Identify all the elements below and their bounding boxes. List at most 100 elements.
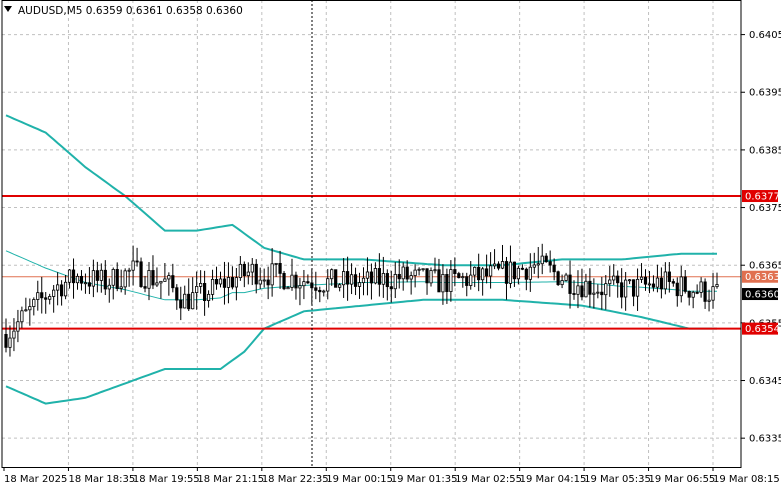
candle-body — [314, 287, 318, 291]
candle-body — [44, 297, 48, 300]
candle-body — [643, 276, 648, 285]
candle-body — [548, 261, 552, 266]
candle-body — [485, 268, 489, 277]
candle-body — [488, 265, 493, 277]
price-tick-label: 0.6395 — [749, 88, 781, 99]
candle-body — [421, 268, 425, 271]
candle-body — [512, 261, 517, 280]
time-tick-label: 18 Mar 19:55 — [133, 474, 200, 485]
candle-body — [635, 278, 640, 297]
candle-body — [103, 269, 107, 290]
candle-body — [246, 271, 250, 277]
candle-body — [171, 275, 175, 289]
candle-body — [600, 291, 604, 296]
candle-body — [584, 280, 588, 298]
time-tick-label: 18 Mar 21:15 — [197, 474, 264, 485]
time-tick-label: 19 Mar 08:15 — [713, 474, 780, 485]
candle-body — [342, 271, 346, 286]
candle-body — [532, 264, 536, 268]
price-badges: 0.6377 0.6354 0.6363 0.6360 — [742, 190, 780, 335]
candle-body — [655, 277, 660, 288]
candle-body — [16, 321, 20, 332]
candle-body — [453, 269, 457, 274]
candle-body — [524, 268, 528, 280]
candle-body — [60, 284, 64, 297]
candle-body — [218, 278, 223, 285]
candle-body — [20, 310, 24, 323]
candle-body — [294, 274, 298, 289]
level-badge-bg — [742, 190, 778, 203]
candle-body — [99, 269, 103, 281]
time-tick-label: 19 Mar 05:35 — [584, 474, 651, 485]
level-badge-bg — [742, 322, 778, 335]
candle-body — [365, 271, 370, 279]
candle-body — [40, 292, 44, 299]
candle-body — [338, 284, 342, 288]
candle-body — [441, 274, 445, 293]
candle-body — [461, 276, 465, 279]
candle-body — [115, 269, 119, 289]
candle-body — [135, 260, 139, 263]
candle-body — [405, 266, 409, 280]
candle-body — [56, 284, 60, 291]
candle-body — [433, 269, 437, 272]
candle-body — [492, 263, 497, 267]
candle-body — [318, 289, 322, 293]
candle-body — [302, 281, 306, 287]
candle-body — [449, 269, 453, 292]
candle-body — [671, 281, 675, 284]
candle-body — [24, 309, 28, 312]
candle-body — [377, 268, 381, 285]
candle-body — [413, 269, 417, 276]
candle-body — [663, 271, 667, 290]
candle-body — [155, 282, 159, 286]
time-tick-label: 18 Mar 22:35 — [262, 474, 329, 485]
candle-body — [203, 283, 207, 301]
current-price-badge-label: 0.6363 — [745, 272, 780, 283]
candle-body — [699, 281, 703, 293]
candle-body — [250, 263, 254, 273]
last-close-badge-bg — [742, 288, 778, 301]
candle-body — [183, 293, 187, 309]
candle-body — [572, 293, 576, 295]
candle-body — [393, 273, 397, 290]
candle-body — [429, 270, 433, 284]
time-tick-label: 19 Mar 06:55 — [649, 474, 716, 485]
candle-body — [83, 282, 88, 285]
price-tick-label: 0.6365 — [749, 261, 781, 272]
candle-body — [620, 282, 624, 298]
candle-body — [361, 277, 366, 284]
candle-body — [639, 276, 644, 280]
candle-body — [425, 268, 429, 284]
candle-body — [4, 333, 8, 348]
candle-body — [286, 287, 290, 290]
time-tick-label: 18 Mar 18:35 — [68, 474, 135, 485]
candle-body — [274, 262, 278, 265]
candle-body — [612, 275, 616, 281]
candle-body — [536, 263, 540, 266]
candle-body — [508, 261, 513, 284]
candle-body — [683, 276, 687, 292]
candle-body — [306, 281, 310, 284]
candle-body — [715, 284, 719, 288]
candle-body — [143, 286, 147, 289]
candle-body — [397, 273, 401, 280]
candle-body — [179, 299, 183, 309]
candle-body — [381, 273, 385, 285]
time-tick-label: 19 Mar 01:35 — [391, 474, 458, 485]
candle-body — [473, 266, 477, 276]
candle-body — [604, 283, 608, 296]
candle-body — [52, 289, 56, 297]
candle-body — [127, 269, 131, 272]
candle-body — [254, 263, 258, 285]
candle-body — [242, 263, 246, 277]
candle-body — [353, 274, 358, 287]
candle-body — [481, 268, 485, 281]
candle-body — [147, 270, 151, 289]
candle-body — [258, 279, 262, 285]
candle-body — [516, 267, 520, 280]
triangle-down-icon[interactable] — [4, 6, 12, 12]
